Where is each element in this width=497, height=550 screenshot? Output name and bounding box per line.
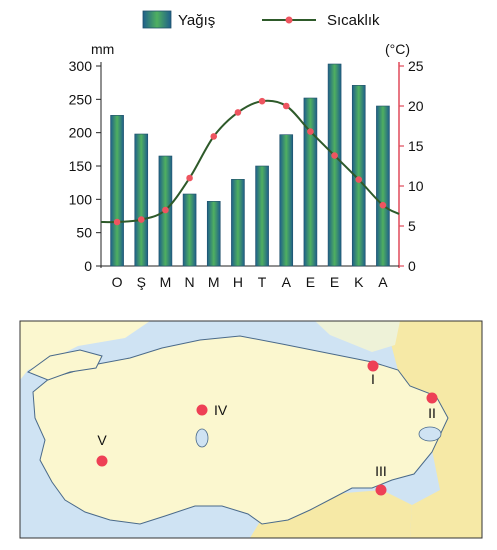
temperature-point	[379, 201, 387, 209]
temperature-point	[307, 128, 314, 135]
precipitation-bar	[110, 115, 124, 267]
right-tick-label: 15	[408, 138, 424, 154]
x-tick-label: E	[306, 274, 315, 290]
right-axis-unit: (°C)	[385, 41, 410, 57]
left-tick-label: 200	[69, 125, 93, 141]
x-tick-label: M	[208, 274, 220, 290]
precipitation-bar	[351, 85, 366, 267]
legend-line-label: Sıcaklık	[327, 12, 380, 29]
x-tick-label: K	[354, 274, 364, 290]
temperature-point	[258, 97, 266, 105]
right-tick-label: 5	[408, 218, 416, 234]
precipitation-bar	[134, 133, 149, 267]
left-tick-label: 100	[69, 191, 93, 207]
left-tick-label: 250	[69, 91, 93, 107]
temperature-point	[355, 176, 363, 183]
left-axis-unit: mm	[91, 41, 114, 57]
map-thrace	[26, 349, 103, 381]
map-neighbor-north	[315, 321, 400, 352]
map-point	[426, 392, 438, 404]
left-tick-label: 50	[76, 225, 92, 241]
left-tick-label: 150	[69, 158, 93, 174]
temperature-point	[282, 102, 290, 110]
left-axis-ticks: 0 50 100 150 200 250 300	[69, 58, 101, 274]
precipitation-bar	[376, 105, 390, 267]
left-tick-label: 300	[69, 58, 93, 74]
map-point-label: II	[428, 405, 436, 421]
x-tick-label: T	[258, 274, 267, 290]
precipitation-bar	[279, 134, 294, 267]
map-point	[196, 404, 208, 416]
map-turkey-land	[32, 335, 449, 525]
map-point	[96, 455, 108, 467]
x-tick-label: Ş	[137, 274, 146, 290]
map-point	[375, 484, 387, 496]
right-tick-label: 20	[408, 98, 424, 114]
right-tick-label: 25	[408, 58, 424, 74]
x-tick-label: E	[330, 274, 339, 290]
map-point-label: IV	[214, 402, 228, 418]
map-lake-tuz	[195, 428, 209, 448]
precipitation-bar	[206, 201, 221, 267]
map-point-label: I	[371, 371, 375, 387]
right-tick-label: 0	[408, 258, 416, 274]
x-tick-label: O	[112, 274, 123, 290]
right-axis-ticks: 0 5 10 15 20 25	[399, 58, 424, 274]
temperature-point	[162, 206, 169, 214]
legend-bar-label: Yağış	[178, 12, 215, 29]
temperature-point	[210, 133, 218, 140]
precipitation-bar	[327, 63, 342, 267]
temperature-points	[113, 97, 387, 226]
map-lake-van	[418, 426, 442, 442]
precipitation-bar	[255, 165, 269, 267]
map-neighbor-balkans	[20, 321, 150, 380]
bar-series	[110, 63, 390, 267]
precipitation-bar	[182, 193, 197, 267]
temperature-point	[113, 218, 121, 226]
temperature-point	[137, 216, 145, 223]
legend-bar-swatch	[142, 10, 172, 29]
x-tick-label: M	[160, 274, 172, 290]
temperature-point	[234, 109, 242, 116]
map-point-label: V	[97, 432, 107, 448]
legend-line-marker	[285, 16, 293, 24]
left-tick-label: 0	[84, 258, 92, 274]
x-tick-label: N	[185, 274, 195, 290]
map-frame	[19, 320, 483, 539]
x-tick-label: H	[233, 274, 243, 290]
temperature-point	[331, 152, 338, 159]
temperature-point	[186, 174, 193, 182]
precipitation-bar	[231, 179, 245, 267]
x-tick-label: A	[282, 274, 292, 290]
x-tick-label: A	[378, 274, 388, 290]
map-point-label: III	[375, 463, 387, 479]
legend: Yağış Sıcaklık	[142, 10, 380, 29]
map-point	[367, 360, 379, 372]
right-tick-label: 10	[408, 178, 424, 194]
precipitation-bar	[303, 97, 318, 267]
